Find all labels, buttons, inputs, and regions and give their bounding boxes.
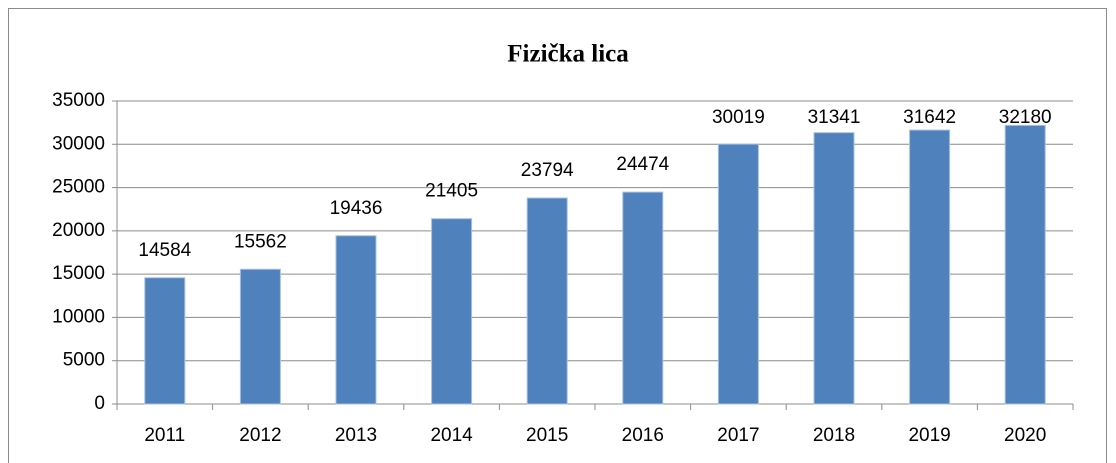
data-label: 23794 xyxy=(521,160,574,181)
y-tick-label: 35000 xyxy=(52,90,105,111)
bar xyxy=(813,132,855,405)
x-tick-label: 2015 xyxy=(526,425,568,446)
x-tick-label: 2014 xyxy=(430,425,473,446)
x-tick-label: 2011 xyxy=(144,425,185,446)
bar xyxy=(335,235,377,405)
bar xyxy=(431,218,473,405)
y-tick-label: 30000 xyxy=(52,133,105,154)
x-tick-label: 2017 xyxy=(717,425,759,446)
y-tick-label: 10000 xyxy=(52,306,105,327)
bar xyxy=(1004,124,1046,405)
data-label: 31341 xyxy=(808,107,861,128)
y-tick-label: 20000 xyxy=(52,220,105,241)
y-tick-label: 25000 xyxy=(52,177,105,198)
x-tick-label: 2012 xyxy=(239,425,281,446)
bar xyxy=(526,197,568,405)
bar xyxy=(622,191,664,405)
chart-title: Fizička lica xyxy=(507,41,629,68)
y-tick-label: 15000 xyxy=(52,263,105,284)
x-tick-label: 2016 xyxy=(622,425,664,446)
bar xyxy=(144,277,186,405)
data-label: 19436 xyxy=(330,198,383,219)
data-label: 21405 xyxy=(425,181,478,202)
y-tick-label: 0 xyxy=(94,393,105,414)
data-label: 24474 xyxy=(616,154,669,175)
data-label: 30019 xyxy=(712,107,765,128)
bar xyxy=(909,129,951,405)
data-label: 15562 xyxy=(234,231,287,252)
y-tick-label: 5000 xyxy=(63,350,105,371)
x-tick-label: 2018 xyxy=(813,425,855,446)
data-label: 14584 xyxy=(138,240,191,261)
x-tick-label: 2019 xyxy=(908,425,950,446)
bar xyxy=(239,268,281,405)
data-label: 31642 xyxy=(903,107,956,128)
data-label: 32180 xyxy=(999,107,1052,128)
x-tick-label: 2013 xyxy=(335,425,377,446)
bar xyxy=(717,143,759,405)
x-tick-label: 2020 xyxy=(1004,425,1046,446)
